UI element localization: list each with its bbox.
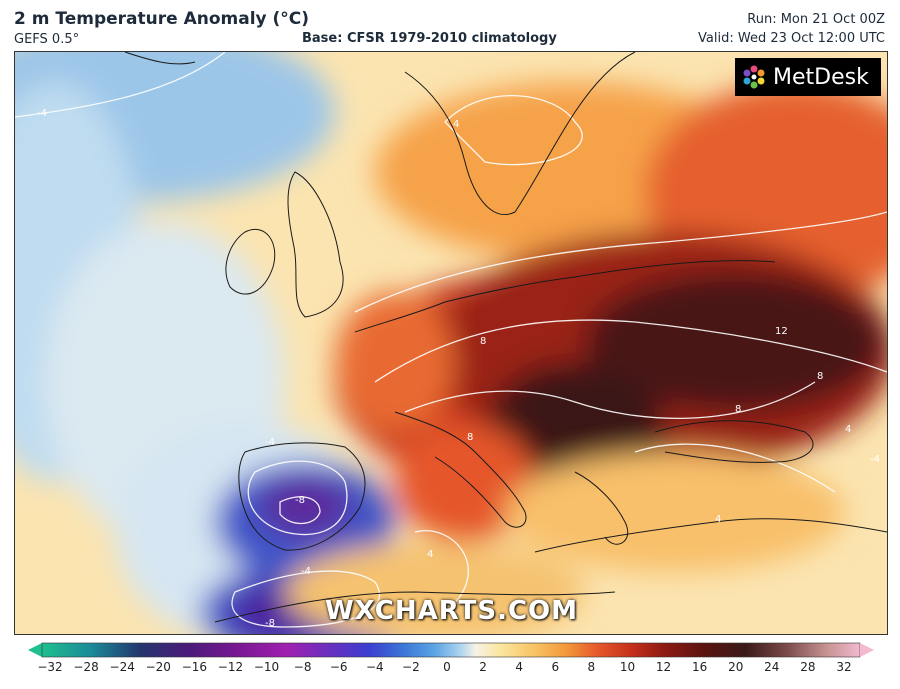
legend-tick-label: −32 (37, 660, 63, 674)
legend-right-arrow (860, 643, 874, 657)
run-time: Run: Mon 21 Oct 00Z (747, 12, 885, 27)
legend-tick-label: 28 (800, 660, 816, 674)
contour-label: 4 (453, 119, 459, 130)
color-legend: −32 −28 −24 −20 −16 −12 −10 −8 −6 −4 −2 0 2 4 6 8 10 12 16… (28, 642, 874, 678)
legend-tick-label: −16 (181, 660, 208, 674)
contour-label: -8 (265, 618, 275, 629)
legend-tick-label: −10 (253, 660, 280, 674)
climatology-base: Base: CFSR 1979-2010 climatology (302, 31, 557, 46)
contour-label: 12 (775, 326, 788, 337)
anomaly-map: -4 4 8 12 8 8 4 -4 -8 -4 -8 4 4 8 -4 Met… (14, 51, 888, 635)
metdesk-flower-icon (743, 65, 765, 89)
legend-tick-label: −20 (145, 660, 171, 674)
model-name: GEFS 0.5° (14, 32, 80, 47)
contour-label: 4 (715, 514, 721, 525)
legend-tick-label: −12 (217, 660, 244, 674)
legend-tick-label: 10 (619, 660, 636, 674)
legend-left-arrow (28, 643, 42, 657)
contour-label: 8 (817, 371, 823, 382)
legend-tick-label: −28 (73, 660, 99, 674)
chart-header: 2 m Temperature Anomaly (°C) GEFS 0.5° B… (0, 0, 900, 52)
legend-tick-label: 16 (691, 660, 708, 674)
legend-tick-label: −2 (402, 660, 420, 674)
wxcharts-watermark: WXCHARTS.COM (325, 596, 579, 626)
contour-label: 8 (467, 432, 473, 443)
valid-time: Valid: Wed 23 Oct 12:00 UTC (698, 31, 885, 46)
metdesk-logo: MetDesk (735, 58, 881, 96)
contour-label-group: -4 4 8 12 8 8 4 -4 -8 -4 -8 4 4 8 -4 (37, 108, 880, 629)
legend-tick-label: −4 (365, 660, 384, 674)
contour-label: 4 (845, 424, 851, 435)
contour-label: -8 (295, 495, 305, 506)
contour-label: -4 (265, 437, 275, 448)
legend-tick-label: −24 (109, 660, 135, 674)
contour-lines (15, 52, 887, 628)
legend-tick-label: −6 (329, 660, 348, 674)
legend-colorbar (28, 642, 874, 658)
metdesk-logo-text: MetDesk (773, 64, 869, 90)
legend-tick-label: 24 (764, 660, 780, 674)
legend-tick-label: 32 (836, 660, 852, 674)
contour-label: -4 (870, 454, 880, 465)
contour-label: -4 (301, 566, 311, 577)
legend-tick-label: 12 (655, 660, 672, 674)
contour-label: 8 (480, 336, 486, 347)
contour-label: -4 (37, 108, 47, 119)
coastlines (124, 52, 887, 623)
map-svg: -4 4 8 12 8 8 4 -4 -8 -4 -8 4 4 8 -4 (15, 52, 887, 634)
legend-tick-label: 20 (728, 660, 744, 674)
chart-title: 2 m Temperature Anomaly (°C) (14, 9, 310, 29)
legend-tick-label: 6 (551, 660, 560, 674)
legend-tick-label: −8 (293, 660, 312, 674)
contour-label: 4 (427, 549, 433, 560)
anomaly-field (15, 52, 887, 634)
legend-tick-label: 2 (479, 660, 487, 674)
legend-gradient-bar (41, 642, 861, 658)
contour-label: 8 (735, 404, 741, 415)
legend-tick-label: 0 (443, 660, 451, 674)
legend-tick-label: 4 (515, 660, 523, 674)
legend-tick-label: 8 (587, 660, 596, 674)
